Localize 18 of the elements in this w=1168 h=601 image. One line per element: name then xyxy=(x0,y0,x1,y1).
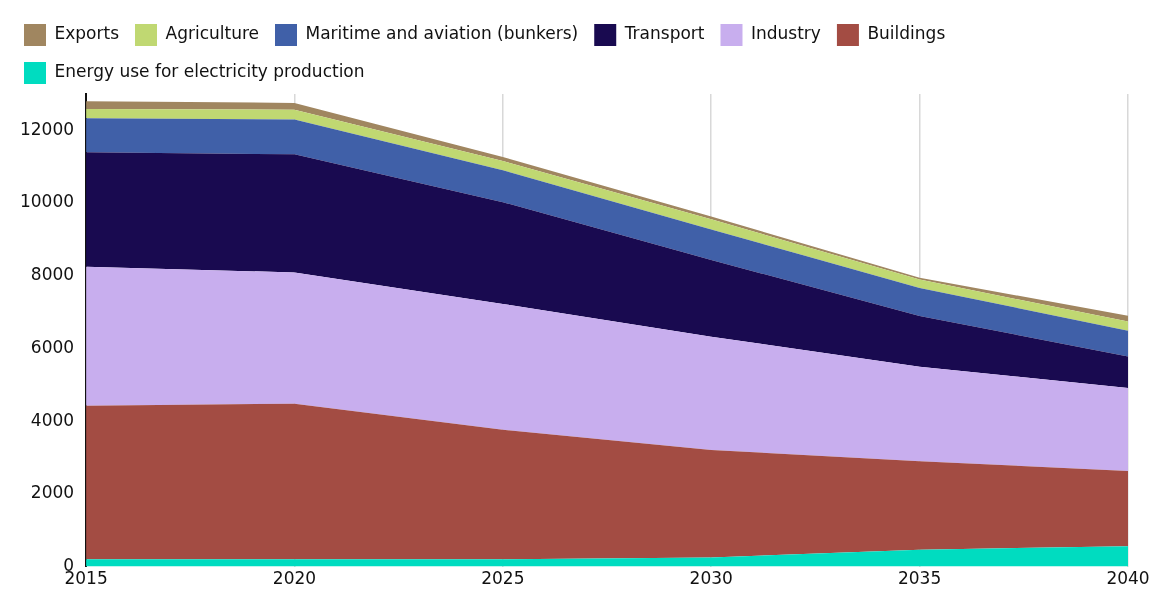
legend-label: Maritime and aviation (bunkers) xyxy=(305,23,579,44)
legend-label: Energy use for electricity production xyxy=(54,61,365,82)
y-tick-label: 2000 xyxy=(30,482,75,503)
x-tick-label: 2025 xyxy=(481,568,525,589)
legend-label: Buildings xyxy=(867,23,946,44)
y-tick-label: 4000 xyxy=(30,409,75,430)
legend-label: Agriculture xyxy=(165,23,260,44)
y-tick-label: 10000 xyxy=(19,191,75,212)
x-tick-label: 2035 xyxy=(897,568,942,589)
legend-label: Exports xyxy=(54,23,120,44)
y-tick-label: 6000 xyxy=(30,336,75,357)
x-tick-label: 2020 xyxy=(272,568,317,589)
legend-label: Industry xyxy=(751,23,821,44)
x-tick-label: 2040 xyxy=(1106,568,1150,589)
x-tick-label: 2030 xyxy=(689,568,733,589)
y-tick-label: 12000 xyxy=(19,118,75,139)
legend-label: Transport xyxy=(623,23,705,44)
y-tick-label: 8000 xyxy=(30,264,75,285)
